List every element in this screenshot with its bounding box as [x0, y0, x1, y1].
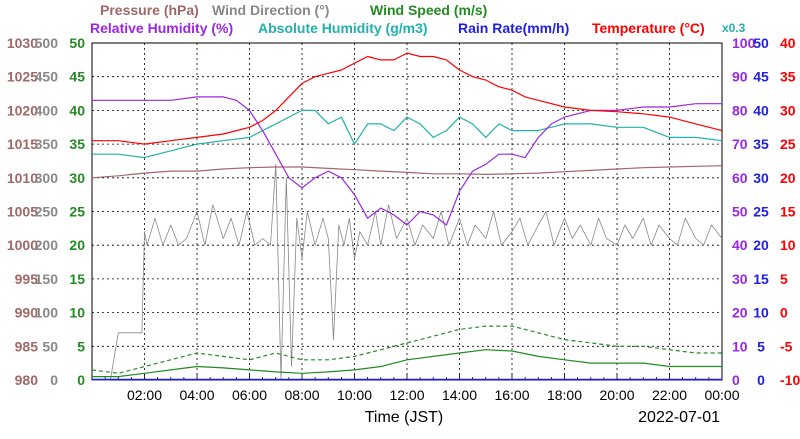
- y-tick-label-temperature: 25: [780, 136, 796, 152]
- y-tick-label-direction: 200: [35, 237, 59, 253]
- y-tick-label-rain: 10: [753, 305, 769, 321]
- y-tick-label-speed: 40: [69, 102, 85, 118]
- axis-tick-labels: 02:00 04:00 06:00 08:00 10:00 12:00 14:00 16:00…: [7, 35, 800, 403]
- y-tick-label-humidity: 20: [732, 305, 748, 321]
- x-tick-label: 00:00: [704, 387, 739, 403]
- legend-pressure: Pressure (hPa): [100, 2, 199, 18]
- y-tick-label-pressure: 1000: [7, 237, 38, 253]
- y-tick-label-rain: 50: [753, 35, 769, 51]
- y-tick-label-temperature: 0: [780, 305, 788, 321]
- x-tick-label: 20:00: [599, 387, 634, 403]
- y-tick-label-temperature: 20: [780, 170, 796, 186]
- y-tick-label-humidity: 50: [732, 204, 748, 220]
- x-tick-label: 12:00: [389, 387, 424, 403]
- y-tick-label-pressure: 1015: [7, 136, 38, 152]
- scale-note: x0.3: [722, 21, 746, 35]
- y-tick-label-temperature: 40: [780, 35, 796, 51]
- legend-relative-humidity: Relative Humidity (%): [90, 20, 233, 36]
- x-tick-label: 16:00: [494, 387, 529, 403]
- y-tick-label-rain: 40: [753, 102, 769, 118]
- y-tick-label-direction: 50: [42, 338, 58, 354]
- y-tick-label-rain: 20: [753, 237, 769, 253]
- series-line: [92, 349, 722, 378]
- y-tick-label-direction: 100: [35, 305, 59, 321]
- x-tick-label: 22:00: [652, 387, 687, 403]
- y-tick-label-speed: 25: [69, 204, 85, 220]
- y-tick-label-direction: 0: [50, 372, 58, 388]
- y-tick-label-direction: 250: [35, 204, 59, 220]
- y-tick-label-speed: 45: [69, 69, 85, 85]
- y-tick-label-rain: 25: [753, 204, 769, 220]
- x-tick-label: 04:00: [179, 387, 214, 403]
- legend-wind-direction: Wind Direction (°): [212, 2, 329, 18]
- y-tick-label-direction: 300: [35, 170, 59, 186]
- y-tick-label-humidity: 10: [732, 338, 748, 354]
- y-tick-label-pressure: 980: [15, 372, 39, 388]
- legend-temperature: Temperature (°C): [592, 20, 705, 36]
- y-tick-label-pressure: 985: [15, 338, 39, 354]
- x-tick-label: 08:00: [284, 387, 319, 403]
- y-tick-label-direction: 350: [35, 136, 59, 152]
- y-tick-label-pressure: 990: [15, 305, 39, 321]
- legend-wind-speed: Wind Speed (m/s): [370, 2, 487, 18]
- y-tick-label-temperature: 35: [780, 69, 796, 85]
- y-tick-label-rain: 0: [757, 372, 765, 388]
- y-tick-label-pressure: 1010: [7, 170, 38, 186]
- y-tick-label-pressure: 1020: [7, 102, 38, 118]
- legend-absolute-humidity: Absolute Humidity (g/m3): [258, 20, 428, 36]
- y-tick-label-speed: 50: [69, 35, 85, 51]
- series-layer: [91, 52, 723, 381]
- y-tick-label-humidity: 30: [732, 271, 748, 287]
- x-tick-label: 06:00: [232, 387, 267, 403]
- series-line: [91, 325, 722, 374]
- y-tick-label-pressure: 1025: [7, 69, 38, 85]
- y-tick-label-speed: 30: [69, 170, 85, 186]
- y-tick-label-direction: 400: [35, 102, 59, 118]
- y-tick-label-humidity: 90: [732, 69, 748, 85]
- y-tick-label-pressure: 1005: [7, 204, 38, 220]
- y-tick-label-direction: 150: [35, 271, 59, 287]
- y-tick-label-speed: 0: [77, 372, 85, 388]
- x-tick-label: 18:00: [547, 387, 582, 403]
- y-tick-label-temperature: 10: [780, 237, 796, 253]
- y-tick-label-speed: 5: [77, 338, 85, 354]
- y-tick-label-humidity: 40: [732, 237, 748, 253]
- y-tick-label-speed: 15: [69, 271, 85, 287]
- y-tick-label-rain: 15: [753, 271, 769, 287]
- y-tick-label-direction: 450: [35, 69, 59, 85]
- x-tick-label: 10:00: [337, 387, 372, 403]
- y-tick-label-rain: 35: [753, 136, 769, 152]
- y-tick-label-rain: 45: [753, 69, 769, 85]
- y-tick-label-direction: 500: [35, 35, 59, 51]
- y-tick-label-humidity: 60: [732, 170, 748, 186]
- chart-date: 2022-07-01: [638, 409, 720, 426]
- y-tick-label-humidity: 100: [732, 35, 756, 51]
- y-tick-label-speed: 10: [69, 305, 85, 321]
- y-tick-label-temperature: -10: [780, 372, 800, 388]
- series-line: [91, 165, 723, 179]
- legend-rain-rate: Rain Rate(mm/h): [458, 20, 569, 36]
- series-line: [92, 52, 723, 145]
- y-tick-label-speed: 35: [69, 136, 85, 152]
- y-tick-label-pressure: 1030: [7, 35, 38, 51]
- y-tick-label-temperature: 5: [780, 271, 788, 287]
- y-tick-label-temperature: -5: [780, 338, 793, 354]
- y-tick-label-temperature: 15: [780, 204, 796, 220]
- series-line: [92, 96, 722, 226]
- series-line: [92, 109, 723, 159]
- grid-lines: [92, 43, 722, 380]
- y-tick-label-pressure: 995: [15, 271, 39, 287]
- y-tick-label-temperature: 30: [780, 102, 796, 118]
- y-tick-label-speed: 20: [69, 237, 85, 253]
- x-tick-label: 02:00: [127, 387, 162, 403]
- x-axis-label: Time (JST): [365, 409, 444, 426]
- y-tick-label-rain: 5: [757, 338, 765, 354]
- y-tick-label-humidity: 70: [732, 136, 748, 152]
- y-tick-label-humidity: 80: [732, 102, 748, 118]
- y-tick-label-humidity: 0: [732, 372, 740, 388]
- y-tick-label-rain: 30: [753, 170, 769, 186]
- x-tick-label: 14:00: [442, 387, 477, 403]
